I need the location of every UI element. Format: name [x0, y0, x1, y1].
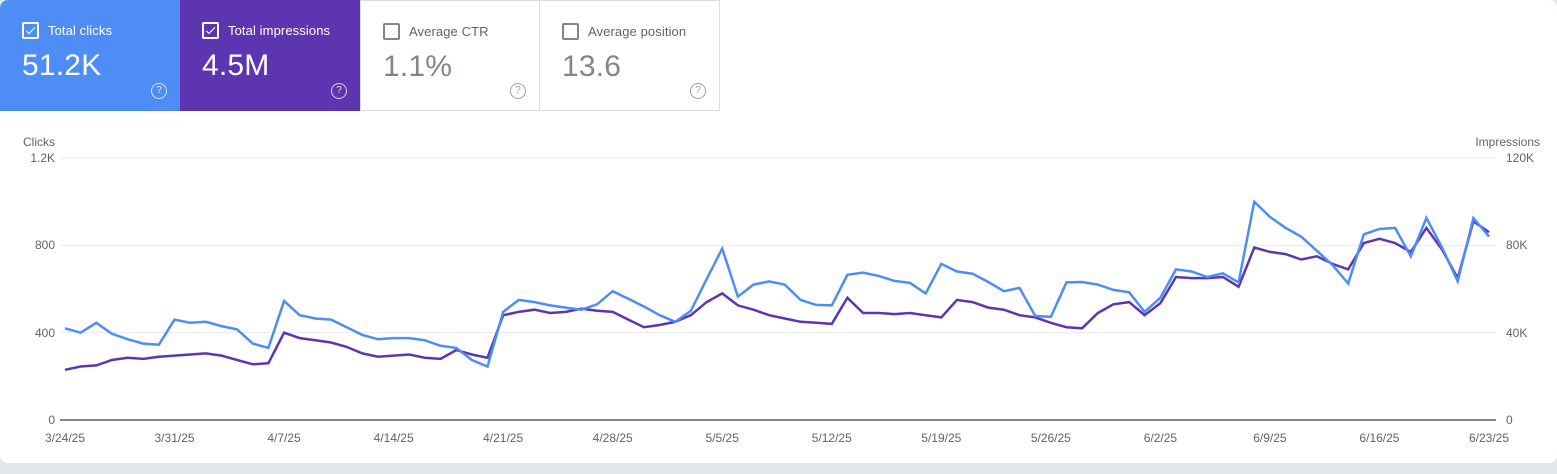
x-tick-label: 4/21/25: [483, 431, 524, 445]
card-label: Total impressions: [228, 23, 331, 38]
x-tick-label: 6/2/25: [1143, 431, 1178, 445]
x-tick-label: 6/16/25: [1359, 431, 1400, 445]
total-impressions-checkbox[interactable]: [202, 22, 219, 39]
y-tick-label-right: 40K: [1506, 325, 1528, 340]
x-tick-label: 5/5/25: [705, 431, 739, 445]
performance-panel: Total clicks 51.2K ? Total impressions 4…: [0, 0, 1557, 463]
metric-card-average-position[interactable]: Average position 13.6 ?: [540, 0, 720, 111]
total-clicks-checkbox[interactable]: [22, 22, 39, 39]
y-tick-label-left: 800: [34, 238, 55, 253]
help-icon[interactable]: ?: [690, 83, 706, 99]
card-label: Total clicks: [48, 23, 113, 38]
x-tick-label: 4/7/25: [267, 431, 301, 445]
x-tick-label: 6/9/25: [1253, 431, 1287, 445]
x-tick-label: 5/26/25: [1030, 431, 1071, 445]
card-value: 4.5M: [202, 49, 270, 82]
chart-canvas[interactable]: [0, 0, 1557, 463]
metric-card-average-ctr[interactable]: Average CTR 1.1% ?: [360, 0, 540, 111]
checkmark-icon: [25, 27, 36, 35]
x-tick-label: 4/28/25: [592, 431, 633, 445]
x-tick-label: 6/23/25: [1468, 431, 1510, 445]
performance-chart[interactable]: Clicks Impressions 1.2K 800 400 0 120K 80K 40K…: [0, 0, 1557, 463]
x-tick-label: 3/24/25: [44, 431, 86, 445]
card-value: 13.6: [562, 50, 622, 83]
y-tick-label-left: 1.2K: [30, 151, 55, 165]
right-axis-title: Impressions: [1475, 135, 1540, 149]
card-value: 51.2K: [22, 49, 102, 82]
average-position-checkbox[interactable]: [562, 23, 579, 40]
average-ctr-checkbox[interactable]: [383, 23, 400, 40]
metric-card-total-clicks[interactable]: Total clicks 51.2K ?: [0, 0, 180, 111]
checkmark-icon: [205, 27, 216, 35]
x-tick-label: 4/14/25: [373, 431, 414, 445]
help-icon[interactable]: ?: [331, 83, 347, 99]
left-axis-title: Clicks: [23, 135, 55, 149]
card-value: 1.1%: [383, 50, 453, 83]
help-icon[interactable]: ?: [510, 83, 526, 99]
x-tick-label: 5/12/25: [811, 431, 852, 445]
x-tick-label: 3/31/25: [154, 431, 195, 445]
y-tick-label-left: 400: [34, 325, 55, 340]
card-label: Average CTR: [409, 24, 489, 39]
metric-card-total-impressions[interactable]: Total impressions 4.5M ?: [180, 0, 360, 111]
help-icon[interactable]: ?: [151, 83, 167, 99]
y-tick-label-left: 0: [48, 413, 55, 427]
impressions-line[interactable]: [64, 219, 1490, 372]
y-tick-label-right: 80K: [1506, 238, 1528, 253]
metric-cards-row: Total clicks 51.2K ? Total impressions 4…: [0, 0, 720, 111]
y-tick-label-right: 0: [1506, 413, 1513, 427]
card-label: Average position: [588, 24, 687, 39]
x-tick-label: 5/19/25: [921, 431, 962, 445]
clicks-line[interactable]: [64, 199, 1490, 369]
y-tick-label-right: 120K: [1506, 151, 1535, 165]
